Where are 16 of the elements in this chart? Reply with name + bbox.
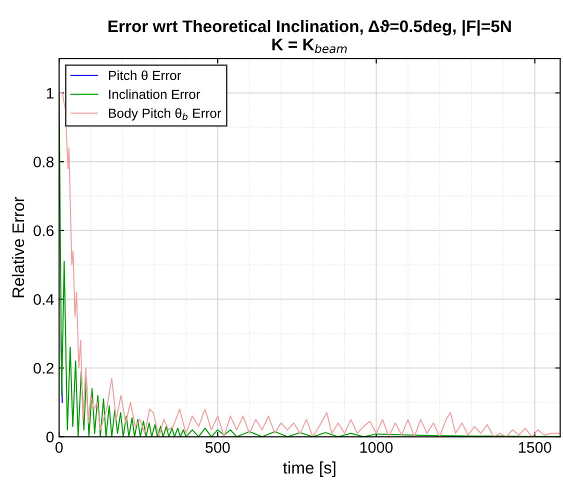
y-tick-label: 0 bbox=[46, 432, 54, 442]
chart-title: Error wrt Theoretical Inclination, Δϑ=0.5deg, |F|=5N K = K$_{beam}$ bbox=[108, 20, 511, 54]
y-tick-label: 0.6 bbox=[34, 225, 54, 236]
y-tick-label: 0.4 bbox=[34, 294, 54, 305]
x-axis-title: time [s] bbox=[283, 461, 336, 477]
y-tick-label: 0.2 bbox=[34, 362, 54, 374]
legend-label: Pitch θ Error bbox=[109, 70, 182, 80]
x-tick-label: 0 bbox=[55, 442, 63, 453]
x-tick-label: 500 bbox=[206, 442, 230, 453]
y-tick-label: 0.8 bbox=[34, 156, 54, 168]
y-axis-title: Relative Error bbox=[12, 196, 24, 298]
x-tick-label: 1000 bbox=[360, 442, 393, 453]
legend-label: Inclination Error bbox=[109, 89, 200, 100]
y-tick-label: 1 bbox=[46, 88, 54, 98]
legend-label: Body Pitch θ$_{b}$ Error bbox=[109, 108, 222, 121]
x-tick-label: 1500 bbox=[518, 442, 552, 453]
